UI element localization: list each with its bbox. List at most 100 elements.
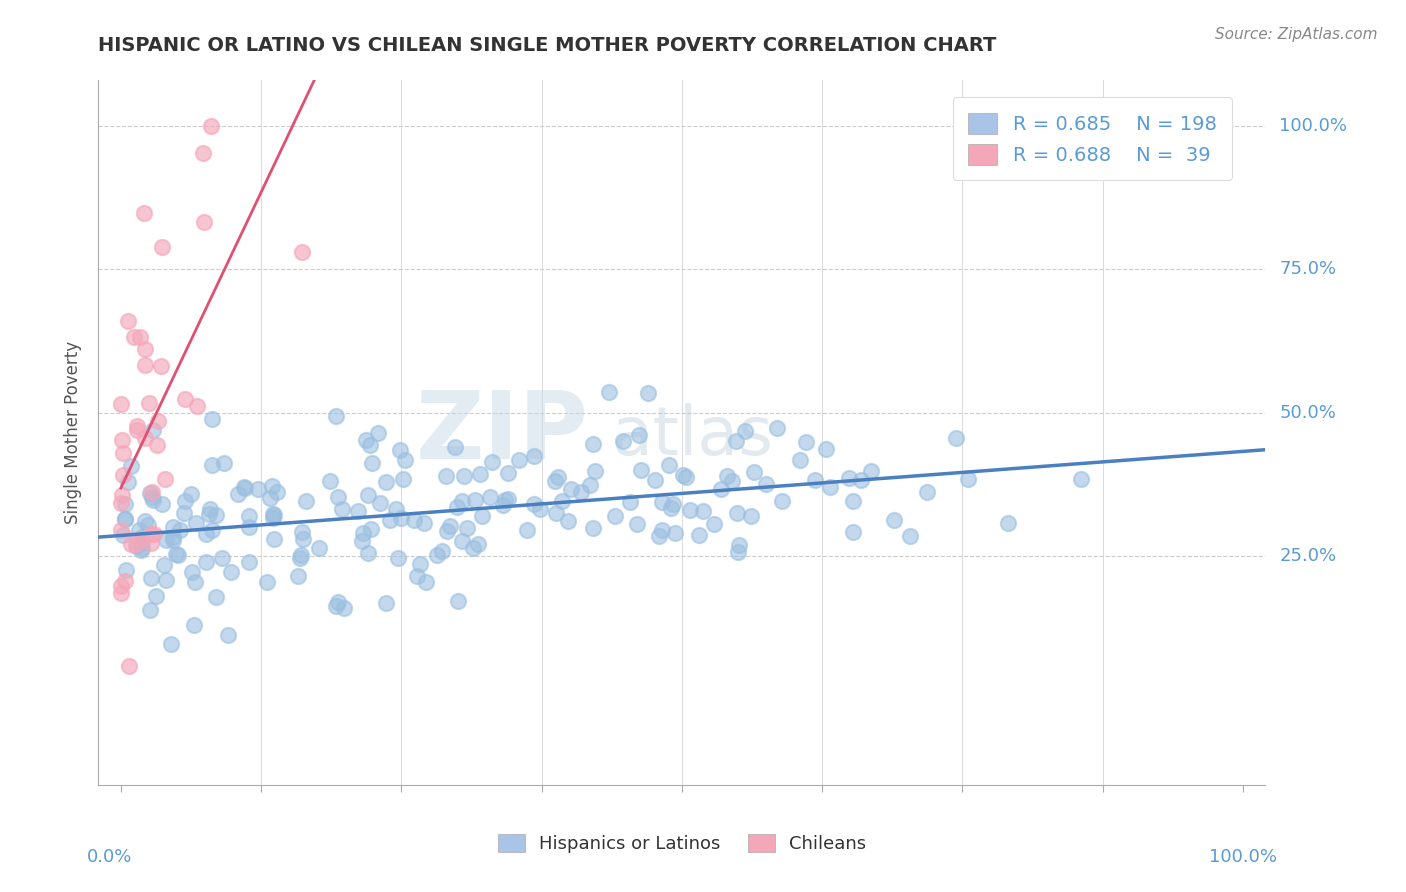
Point <box>162 533 184 547</box>
Point <box>357 546 380 560</box>
Point <box>201 458 224 473</box>
Point <box>153 472 176 486</box>
Point <box>134 358 156 372</box>
Point <box>406 569 429 583</box>
Point <box>110 523 132 537</box>
Point <box>201 523 224 537</box>
Point <box>200 119 222 133</box>
Point <box>378 513 401 527</box>
Point <box>114 511 136 525</box>
Point <box>110 397 132 411</box>
Text: 100.0%: 100.0% <box>1279 117 1347 135</box>
Text: 0.0%: 0.0% <box>87 848 132 866</box>
Point <box>354 434 377 448</box>
Text: ZIP: ZIP <box>416 386 589 479</box>
Point <box>139 485 162 500</box>
Point <box>114 563 136 577</box>
Point <box>139 603 162 617</box>
Point <box>415 574 437 589</box>
Point <box>193 215 215 229</box>
Point <box>117 475 139 490</box>
Point <box>238 555 260 569</box>
Point <box>266 484 288 499</box>
Point <box>688 528 710 542</box>
Point <box>838 471 860 485</box>
Point <box>118 658 141 673</box>
Point <box>603 508 626 523</box>
Point <box>165 547 187 561</box>
Point <box>803 473 825 487</box>
Point <box>728 538 751 552</box>
Point <box>447 593 470 607</box>
Point <box>626 516 648 531</box>
Point <box>375 475 398 489</box>
Point <box>173 494 195 508</box>
Point <box>434 468 457 483</box>
Point <box>138 396 160 410</box>
Point <box>132 206 155 220</box>
Point <box>357 488 380 502</box>
Point <box>508 453 530 467</box>
Point <box>153 558 176 573</box>
Point <box>194 527 217 541</box>
Point <box>578 477 600 491</box>
Text: atlas: atlas <box>612 403 773 469</box>
Text: 25.0%: 25.0% <box>1279 547 1337 565</box>
Point <box>110 586 132 600</box>
Point <box>155 533 177 547</box>
Point <box>551 494 574 508</box>
Point <box>256 574 278 589</box>
Point <box>647 529 669 543</box>
Point <box>291 245 314 260</box>
Point <box>740 509 762 524</box>
Point <box>692 504 714 518</box>
Point <box>117 314 139 328</box>
Point <box>159 637 181 651</box>
Point <box>262 507 284 521</box>
Point <box>494 493 516 508</box>
Point <box>173 392 195 406</box>
Point <box>221 566 243 580</box>
Point <box>162 530 184 544</box>
Text: 100.0%: 100.0% <box>1209 848 1277 866</box>
Point <box>291 532 314 546</box>
Point <box>818 480 841 494</box>
Point <box>155 573 177 587</box>
Point <box>139 526 162 541</box>
Point <box>162 520 184 534</box>
Point <box>169 523 191 537</box>
Point <box>436 524 458 538</box>
Point <box>360 522 382 536</box>
Point <box>409 558 432 572</box>
Point <box>547 470 569 484</box>
Point <box>598 384 620 399</box>
Point <box>651 523 673 537</box>
Point <box>560 482 582 496</box>
Point <box>997 516 1019 530</box>
Point <box>375 596 398 610</box>
Point <box>195 555 218 569</box>
Point <box>262 510 284 524</box>
Point <box>544 474 567 488</box>
Point <box>443 441 465 455</box>
Point <box>678 502 700 516</box>
Point <box>529 502 551 516</box>
Point <box>287 569 309 583</box>
Point <box>569 484 592 499</box>
Point <box>325 599 347 613</box>
Point <box>389 511 412 525</box>
Point <box>619 495 641 509</box>
Point <box>651 494 673 508</box>
Point <box>461 541 484 555</box>
Point <box>259 491 281 505</box>
Point <box>612 434 634 448</box>
Point <box>630 463 652 477</box>
Point <box>111 446 134 460</box>
Point <box>703 517 725 532</box>
Point <box>291 524 314 539</box>
Point <box>111 467 134 482</box>
Point <box>129 330 152 344</box>
Point <box>290 548 312 562</box>
Point <box>859 464 882 478</box>
Point <box>232 480 254 494</box>
